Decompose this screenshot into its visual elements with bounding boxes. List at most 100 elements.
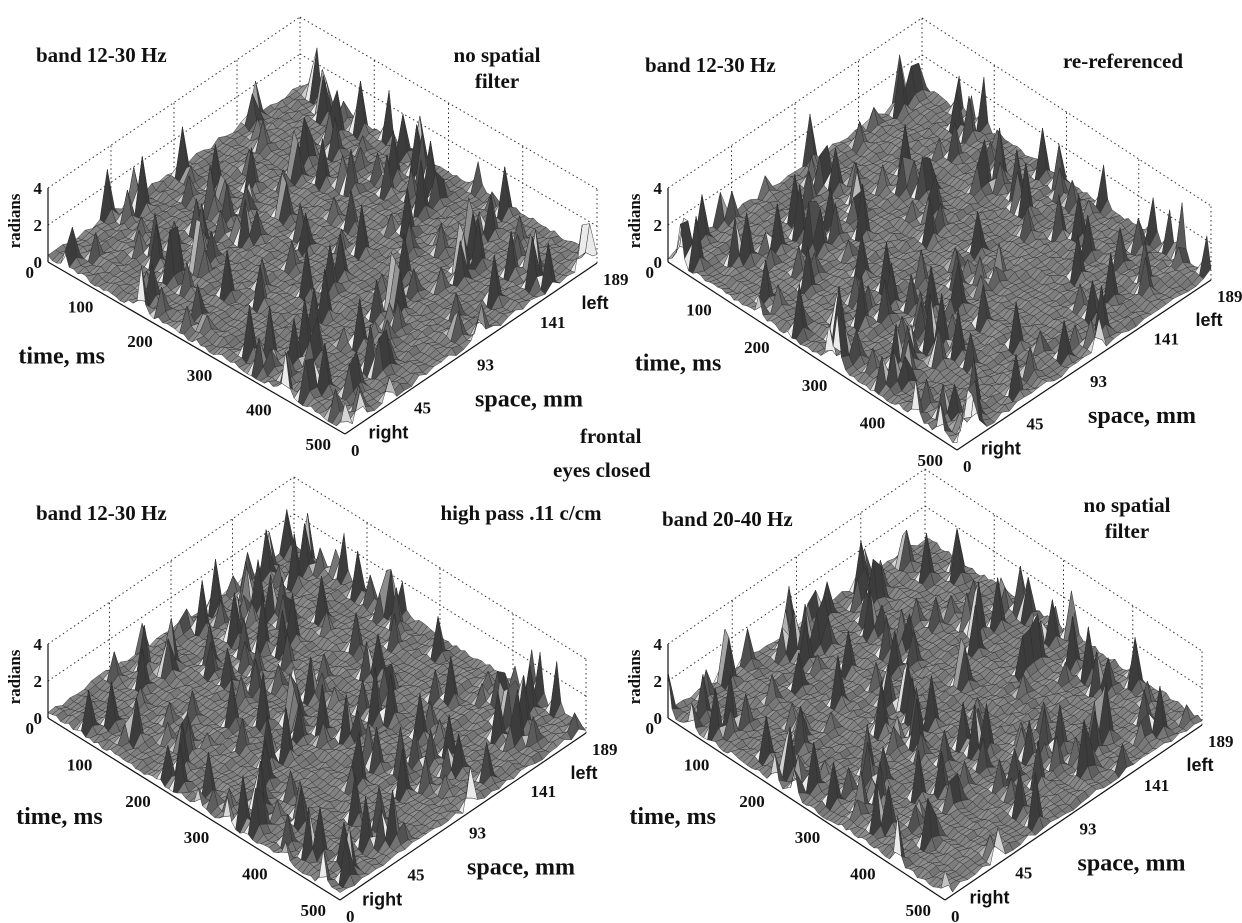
- space-tick-label: 93: [477, 356, 494, 375]
- space-axis-label: space, mm: [1088, 403, 1196, 429]
- z-tick-label: 0: [654, 253, 663, 272]
- condition-label-frontal: frontal: [580, 424, 642, 448]
- time-axis-label: time, ms: [18, 343, 105, 369]
- space-end-label-left: left: [582, 293, 609, 313]
- z-axis-label: radians: [625, 193, 644, 248]
- time-tick-label: 300: [802, 376, 828, 395]
- space-axis-label: space, mm: [1078, 851, 1186, 877]
- time-tick-label: 300: [795, 828, 821, 847]
- time-tick-label: 500: [906, 901, 932, 920]
- filter-label: no spatial: [454, 43, 541, 67]
- space-tick-label: 141: [1154, 330, 1180, 349]
- space-tick-label: 45: [408, 865, 425, 884]
- band-label: band 12-30 Hz: [36, 43, 167, 67]
- space-tick-label: 189: [592, 740, 618, 759]
- time-tick-label: 400: [850, 865, 876, 884]
- space-end-label-right: right: [981, 439, 1021, 459]
- space-axis-label: space, mm: [467, 855, 575, 881]
- time-tick-label: 200: [125, 792, 151, 811]
- z-tick-label: 4: [654, 179, 663, 198]
- space-end-label-right: right: [970, 888, 1010, 908]
- z-tick-label: 2: [654, 672, 663, 691]
- space-tick-label: 0: [346, 907, 355, 923]
- space-tick-label: 141: [1144, 776, 1170, 795]
- space-tick-label: 189: [603, 270, 629, 289]
- time-tick-label: 300: [184, 828, 210, 847]
- time-tick-label: 500: [918, 451, 944, 470]
- space-tick-label: 0: [963, 457, 972, 476]
- surface-mesh: [47, 509, 587, 893]
- condition-label-eyes-closed: eyes closed: [553, 458, 651, 482]
- time-axis-label: time, ms: [629, 804, 716, 830]
- band-label: band 12-30 Hz: [36, 501, 167, 525]
- time-tick-label: 100: [68, 297, 94, 316]
- axis-lines: [47, 644, 587, 901]
- time-tick-label: 400: [242, 865, 268, 884]
- filter-label: re-referenced: [1063, 49, 1183, 73]
- filter-label: no spatial: [1084, 493, 1171, 517]
- space-tick-label: 93: [1080, 820, 1097, 839]
- time-tick-label: 100: [684, 755, 710, 774]
- time-tick-label: 200: [744, 338, 770, 357]
- time-tick-label: 0: [26, 719, 35, 738]
- time-axis-label: time, ms: [635, 351, 722, 377]
- z-axis-label: radians: [5, 193, 24, 248]
- z-tick-label: 2: [34, 216, 43, 235]
- surface-mesh: [667, 54, 1212, 444]
- space-tick-label: 189: [1217, 287, 1242, 306]
- space-tick-label: 0: [951, 907, 960, 923]
- z-tick-label: 0: [34, 709, 43, 728]
- space-tick-label: 45: [1015, 863, 1032, 882]
- space-tick-label: 93: [469, 824, 486, 843]
- space-end-label-right: right: [362, 889, 402, 909]
- time-tick-label: 500: [301, 901, 327, 920]
- z-tick-label: 4: [34, 179, 43, 198]
- filter-label: filter: [475, 69, 519, 93]
- filter-label: high pass .11 c/cm: [440, 501, 602, 525]
- space-tick-label: 0: [351, 441, 360, 460]
- space-tick-label: 141: [540, 313, 566, 332]
- space-tick-label: 45: [414, 398, 431, 417]
- z-axis-label: radians: [625, 649, 644, 704]
- axis-lines: [47, 188, 598, 435]
- band-label: band 20-40 Hz: [662, 507, 793, 531]
- z-tick-label: 4: [34, 635, 43, 654]
- surface-mesh: [47, 47, 598, 427]
- space-axis-label: space, mm: [475, 387, 583, 413]
- z-tick-label: 2: [34, 672, 43, 691]
- surface-mesh: [667, 528, 1203, 893]
- time-axis-label: time, ms: [16, 804, 103, 830]
- space-tick-label: 45: [1027, 415, 1044, 434]
- space-tick-label: 189: [1208, 732, 1234, 751]
- space-end-label-left: left: [571, 763, 598, 783]
- z-tick-label: 4: [654, 635, 663, 654]
- z-tick-label: 0: [34, 253, 43, 272]
- space-tick-label: 93: [1090, 372, 1107, 391]
- space-tick-label: 141: [531, 782, 557, 801]
- time-tick-label: 0: [26, 263, 35, 282]
- band-label: band 12-30 Hz: [645, 53, 776, 77]
- space-end-label-right: right: [368, 422, 408, 442]
- time-tick-label: 200: [127, 332, 153, 351]
- time-tick-label: 300: [187, 366, 213, 385]
- time-tick-label: 100: [67, 755, 93, 774]
- axis-lines: [667, 644, 1203, 901]
- time-tick-label: 500: [306, 435, 332, 454]
- axis-box: [47, 476, 587, 733]
- time-tick-label: 400: [860, 413, 886, 432]
- time-tick-label: 0: [646, 719, 655, 738]
- time-tick-label: 100: [686, 301, 712, 320]
- time-tick-label: 400: [246, 401, 272, 420]
- z-axis-label: radians: [5, 649, 24, 704]
- space-end-label-left: left: [1187, 755, 1214, 775]
- axis-lines: [667, 188, 1212, 451]
- time-tick-label: 200: [739, 792, 765, 811]
- z-tick-label: 2: [654, 216, 663, 235]
- filter-label: filter: [1105, 519, 1149, 543]
- z-tick-label: 0: [654, 709, 663, 728]
